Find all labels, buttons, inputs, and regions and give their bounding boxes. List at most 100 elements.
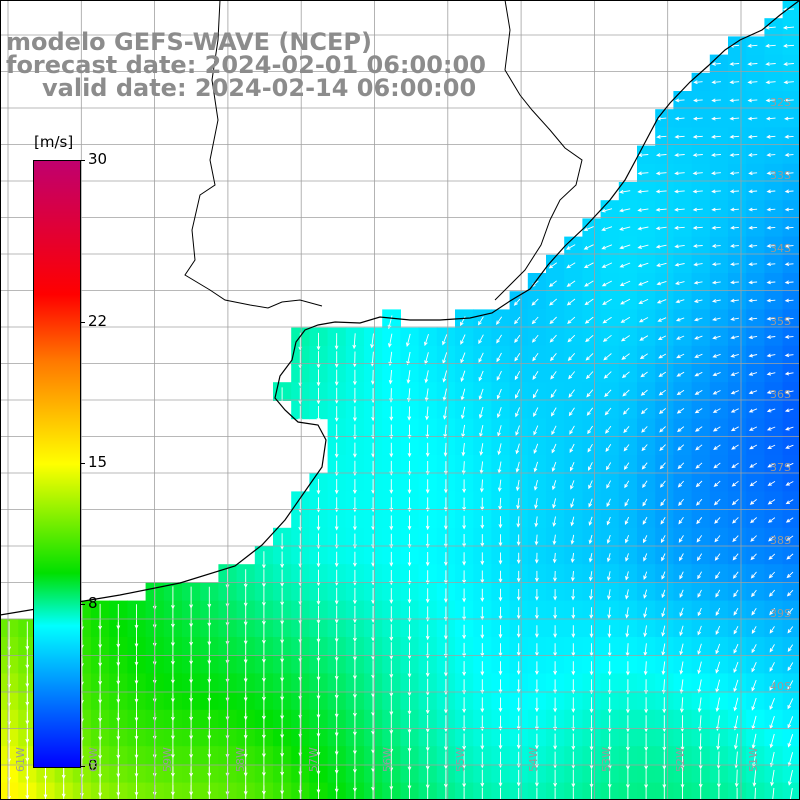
wind-arrow [388,369,393,385]
wind-arrow [748,244,758,248]
wind-arrow [679,679,684,694]
wind-arrow [551,480,557,491]
wind-arrow [623,426,630,434]
wind-arrow [696,535,703,543]
wind-arrow [553,733,558,750]
wind-arrow [730,426,739,432]
latitude-label: 37S [770,461,791,474]
wind-arrow [784,244,794,248]
wind-arrow [716,733,721,751]
wind-arrow [748,390,758,395]
wind-arrow [480,588,485,603]
wind-arrow [532,352,539,362]
wind-arrow [534,769,539,787]
wind-arrow [622,389,630,397]
wind-arrow [692,171,703,176]
wind-arrow [625,553,629,562]
wind-arrow [462,534,467,548]
wind-arrow [532,389,539,399]
wind-arrow [534,733,539,750]
wind-arrow [643,661,648,676]
wind-arrow [443,497,448,512]
wind-arrow [679,607,684,617]
wind-arrow [425,424,430,439]
wind-arrow [625,625,630,638]
wind-arrow [748,298,758,303]
wind-arrow [747,62,758,66]
wind-arrow [729,207,739,212]
wind-arrow [784,298,794,303]
wind-arrow [769,626,775,634]
wind-arrow [280,587,285,606]
wind-arrow [553,697,558,713]
wind-arrow [733,643,739,654]
wind-arrow [533,461,539,473]
wind-arrow [694,317,703,322]
wind-arrow [693,299,703,303]
wind-arrow [715,697,720,713]
speed-cell [728,436,747,456]
wind-arrow [697,661,702,675]
wind-arrow [766,408,776,413]
wind-arrow [657,335,667,340]
wind-arrow [479,443,484,456]
wind-arrow [462,624,467,640]
wind-arrow [533,443,539,454]
wind-arrow [733,589,739,598]
wind-arrow [334,605,339,624]
wind-arrow [352,369,357,386]
wind-arrow [769,733,775,749]
wind-arrow [729,153,740,157]
wind-arrow [784,426,794,431]
wind-arrow [443,533,448,549]
wind-arrow [751,589,757,598]
wind-arrow [768,553,776,560]
wind-arrow [425,442,430,458]
wind-arrow [334,406,339,422]
wind-arrow [715,589,721,598]
wind-arrow [696,553,703,562]
wind-arrow [655,207,667,212]
wind-arrow [584,316,594,324]
wind-arrow [316,351,321,369]
wind-arrow [589,751,594,770]
wind-arrow [588,462,593,471]
wind-arrow [407,588,412,604]
wind-arrow [607,607,612,619]
wind-arrow [730,225,739,230]
wind-arrow [460,352,466,364]
wind-arrow [696,517,703,525]
wind-arrow [569,462,575,472]
wind-arrow [623,462,630,470]
wind-arrow [655,153,667,157]
wind-arrow [714,517,721,524]
wind-arrow [659,462,666,470]
wind-arrow [462,515,467,530]
wind-arrow [445,787,447,800]
wind-arrow [516,679,521,694]
wind-arrow [549,334,557,343]
wind-arrow [674,244,685,249]
colorbar-tick-label: 30 [88,150,108,168]
wind-arrow [643,607,648,619]
longitude-label: 56W [380,747,394,772]
wind-arrow [334,515,339,531]
wind-arrow [516,534,521,546]
wind-arrow [497,425,502,437]
wind-arrow [730,280,739,285]
wind-arrow [731,480,739,487]
wind-arrow [766,426,776,431]
wind-arrow [712,426,721,432]
wind-arrow [733,625,739,635]
wind-arrow [334,351,339,368]
wind-arrow [711,298,721,303]
wind-arrow [784,408,794,413]
wind-arrow [603,353,612,361]
longitude-label: 61W [14,747,27,772]
wind-arrow [591,787,592,800]
wind-arrow [480,643,485,658]
wind-arrow [624,480,630,489]
wind-arrow [607,733,612,751]
